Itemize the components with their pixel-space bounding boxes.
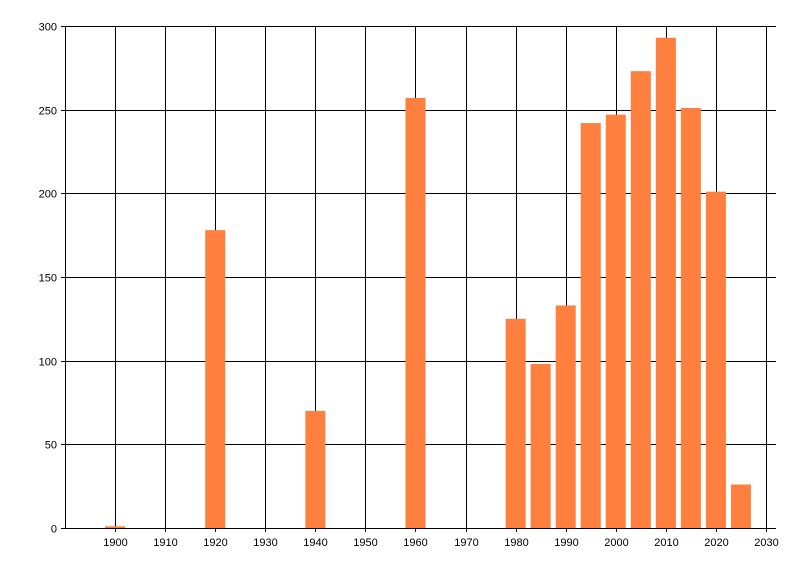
- bar: [705, 191, 726, 528]
- x-tick-label: 1990: [554, 537, 578, 549]
- bar: [655, 37, 676, 529]
- x-tick-label: 2020: [704, 537, 728, 549]
- x-tick-label: 1900: [103, 537, 127, 549]
- x-tick-label: 2010: [654, 537, 678, 549]
- bar: [505, 318, 526, 528]
- y-tick-label: 100: [39, 357, 57, 369]
- x-tick-label: 1950: [353, 537, 377, 549]
- bar: [105, 526, 126, 528]
- x-tick-label: 2000: [604, 537, 628, 549]
- x-tick-label: 2030: [754, 537, 778, 549]
- y-tick-label: 250: [39, 106, 57, 118]
- bars: [105, 37, 751, 529]
- x-tick-label: 1970: [454, 537, 478, 549]
- axes: [61, 26, 776, 532]
- x-tick-label: 1960: [403, 537, 427, 549]
- bar: [405, 97, 426, 528]
- x-tick-label: 1940: [303, 537, 327, 549]
- bar: [630, 71, 651, 529]
- y-tick-label: 0: [51, 524, 57, 536]
- y-tick-label: 300: [39, 22, 57, 34]
- bar: [555, 305, 576, 528]
- y-tick-label: 50: [45, 440, 57, 452]
- tick-labels: 0 50 100 150 200 250 300 1900 1910 1920 1930 1940 19…: [39, 22, 779, 550]
- y-tick-label: 200: [39, 189, 57, 201]
- bar: [305, 410, 326, 528]
- x-tick-label: 1980: [504, 537, 528, 549]
- x-tick-label: 1920: [203, 537, 227, 549]
- y-tick-label: 150: [39, 273, 57, 285]
- bar: [530, 364, 551, 528]
- x-tick-label: 1930: [253, 537, 277, 549]
- bar: [605, 114, 626, 528]
- bar: [680, 107, 701, 528]
- bar: [205, 230, 226, 528]
- bar: [730, 484, 751, 528]
- bar: [580, 123, 601, 528]
- x-tick-label: 1910: [153, 537, 177, 549]
